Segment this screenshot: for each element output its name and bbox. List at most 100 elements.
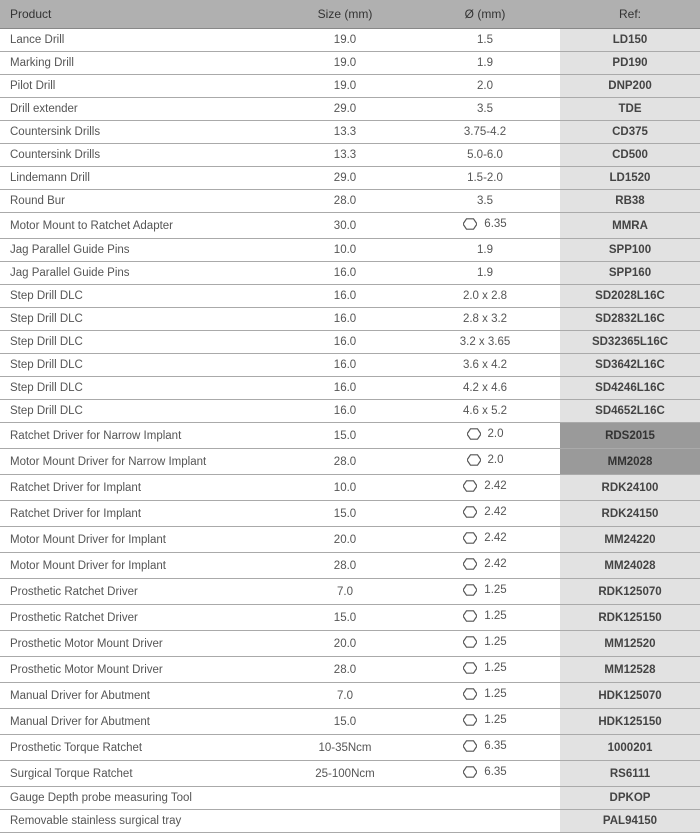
ref-cell: SD4246L16C bbox=[560, 377, 700, 400]
table-row: Prosthetic Ratchet Driver15.01.25RDK1251… bbox=[0, 605, 700, 631]
size-cell: 30.0 bbox=[280, 213, 410, 239]
diameter-value: 6.35 bbox=[484, 740, 506, 752]
size-cell bbox=[280, 787, 410, 810]
ref-cell: SD32365L16C bbox=[560, 331, 700, 354]
hex-icon bbox=[463, 766, 477, 778]
ref-cell: RS6111 bbox=[560, 761, 700, 787]
product-cell: Prosthetic Torque Ratchet bbox=[0, 735, 280, 761]
diameter-cell: 2.0 bbox=[410, 449, 560, 475]
ref-cell: SD2028L16C bbox=[560, 285, 700, 308]
ref-cell: RB38 bbox=[560, 190, 700, 213]
product-cell: Surgical Torque Ratchet bbox=[0, 761, 280, 787]
size-cell: 10.0 bbox=[280, 239, 410, 262]
ref-cell: MMRA bbox=[560, 213, 700, 239]
ref-cell: MM24220 bbox=[560, 527, 700, 553]
table-row: Lindemann Drill29.01.5-2.0LD1520 bbox=[0, 167, 700, 190]
size-cell: 13.3 bbox=[280, 144, 410, 167]
hex-icon bbox=[463, 662, 477, 674]
diameter-cell: 2.42 bbox=[410, 527, 560, 553]
size-cell: 19.0 bbox=[280, 29, 410, 52]
diameter-value: 1.25 bbox=[484, 662, 506, 674]
diameter-value: 2.42 bbox=[484, 532, 506, 544]
diameter-cell: 1.5-2.0 bbox=[410, 167, 560, 190]
diameter-cell: 2.42 bbox=[410, 501, 560, 527]
product-cell: Pilot Drill bbox=[0, 75, 280, 98]
diameter-value: 1.25 bbox=[484, 610, 506, 622]
diameter-cell: 4.6 x 5.2 bbox=[410, 400, 560, 423]
table-row: Prosthetic Torque Ratchet10-35Ncm6.35100… bbox=[0, 735, 700, 761]
product-cell: Marking Drill bbox=[0, 52, 280, 75]
table-row: Round Bur28.03.5RB38 bbox=[0, 190, 700, 213]
table-row: Motor Mount Driver for Implant28.02.42MM… bbox=[0, 553, 700, 579]
hex-icon bbox=[463, 558, 477, 570]
table-row: Ratchet Driver for Narrow Implant15.02.0… bbox=[0, 423, 700, 449]
size-cell: 16.0 bbox=[280, 308, 410, 331]
hex-icon bbox=[463, 218, 477, 230]
diameter-cell: 3.5 bbox=[410, 98, 560, 121]
diameter-cell: 2.0 x 2.8 bbox=[410, 285, 560, 308]
table-row: Step Drill DLC16.02.8 x 3.2SD2832L16C bbox=[0, 308, 700, 331]
ref-cell: SD3642L16C bbox=[560, 354, 700, 377]
ref-cell: RDK24100 bbox=[560, 475, 700, 501]
col-ref: Ref: bbox=[560, 0, 700, 29]
size-cell bbox=[280, 810, 410, 833]
size-cell: 16.0 bbox=[280, 285, 410, 308]
col-product: Product bbox=[0, 0, 280, 29]
size-cell: 13.3 bbox=[280, 121, 410, 144]
ref-cell: MM24028 bbox=[560, 553, 700, 579]
col-size: Size (mm) bbox=[280, 0, 410, 29]
ref-cell: RDS2015 bbox=[560, 423, 700, 449]
ref-cell: LD1520 bbox=[560, 167, 700, 190]
size-cell: 19.0 bbox=[280, 52, 410, 75]
ref-cell: LD150 bbox=[560, 29, 700, 52]
ref-cell: PD190 bbox=[560, 52, 700, 75]
product-cell: Ratchet Driver for Implant bbox=[0, 501, 280, 527]
ref-cell: CD500 bbox=[560, 144, 700, 167]
size-cell: 16.0 bbox=[280, 377, 410, 400]
diameter-cell bbox=[410, 810, 560, 833]
size-cell: 15.0 bbox=[280, 605, 410, 631]
ref-cell: MM2028 bbox=[560, 449, 700, 475]
product-cell: Lance Drill bbox=[0, 29, 280, 52]
size-cell: 15.0 bbox=[280, 501, 410, 527]
table-row: Pilot Drill19.02.0DNP200 bbox=[0, 75, 700, 98]
diameter-cell: 1.25 bbox=[410, 709, 560, 735]
diameter-cell: 6.35 bbox=[410, 213, 560, 239]
table-row: Motor Mount Driver for Narrow Implant28.… bbox=[0, 449, 700, 475]
size-cell: 7.0 bbox=[280, 683, 410, 709]
table-row: Motor Mount Driver for Implant20.02.42MM… bbox=[0, 527, 700, 553]
diameter-cell: 3.6 x 4.2 bbox=[410, 354, 560, 377]
ref-cell: MM12520 bbox=[560, 631, 700, 657]
diameter-cell: 1.25 bbox=[410, 683, 560, 709]
hex-icon bbox=[463, 688, 477, 700]
product-cell: Motor Mount Driver for Implant bbox=[0, 527, 280, 553]
product-cell: Countersink Drills bbox=[0, 121, 280, 144]
ref-cell: SPP100 bbox=[560, 239, 700, 262]
product-cell: Prosthetic Motor Mount Driver bbox=[0, 657, 280, 683]
product-cell: Jag Parallel Guide Pins bbox=[0, 239, 280, 262]
diameter-value: 2.0 bbox=[488, 454, 504, 466]
diameter-value: 2.0 bbox=[488, 428, 504, 440]
diameter-value: 1.25 bbox=[484, 636, 506, 648]
table-row: Removable stainless surgical trayPAL9415… bbox=[0, 810, 700, 833]
diameter-cell: 1.9 bbox=[410, 262, 560, 285]
diameter-value: 2.42 bbox=[484, 506, 506, 518]
diameter-value: 6.35 bbox=[484, 766, 506, 778]
diameter-cell: 1.25 bbox=[410, 657, 560, 683]
product-table: Product Size (mm) Ø (mm) Ref: Lance Dril… bbox=[0, 0, 700, 833]
size-cell: 20.0 bbox=[280, 631, 410, 657]
product-cell: Prosthetic Motor Mount Driver bbox=[0, 631, 280, 657]
diameter-cell bbox=[410, 787, 560, 810]
ref-cell: PAL94150 bbox=[560, 810, 700, 833]
product-cell: Step Drill DLC bbox=[0, 400, 280, 423]
table-row: Jag Parallel Guide Pins16.01.9SPP160 bbox=[0, 262, 700, 285]
diameter-value: 6.35 bbox=[484, 218, 506, 230]
diameter-cell: 1.25 bbox=[410, 631, 560, 657]
diameter-cell: 6.35 bbox=[410, 761, 560, 787]
diameter-cell: 5.0-6.0 bbox=[410, 144, 560, 167]
ref-cell: SD2832L16C bbox=[560, 308, 700, 331]
product-cell: Step Drill DLC bbox=[0, 285, 280, 308]
product-cell: Lindemann Drill bbox=[0, 167, 280, 190]
table-row: Marking Drill19.01.9PD190 bbox=[0, 52, 700, 75]
diameter-value: 1.25 bbox=[484, 714, 506, 726]
